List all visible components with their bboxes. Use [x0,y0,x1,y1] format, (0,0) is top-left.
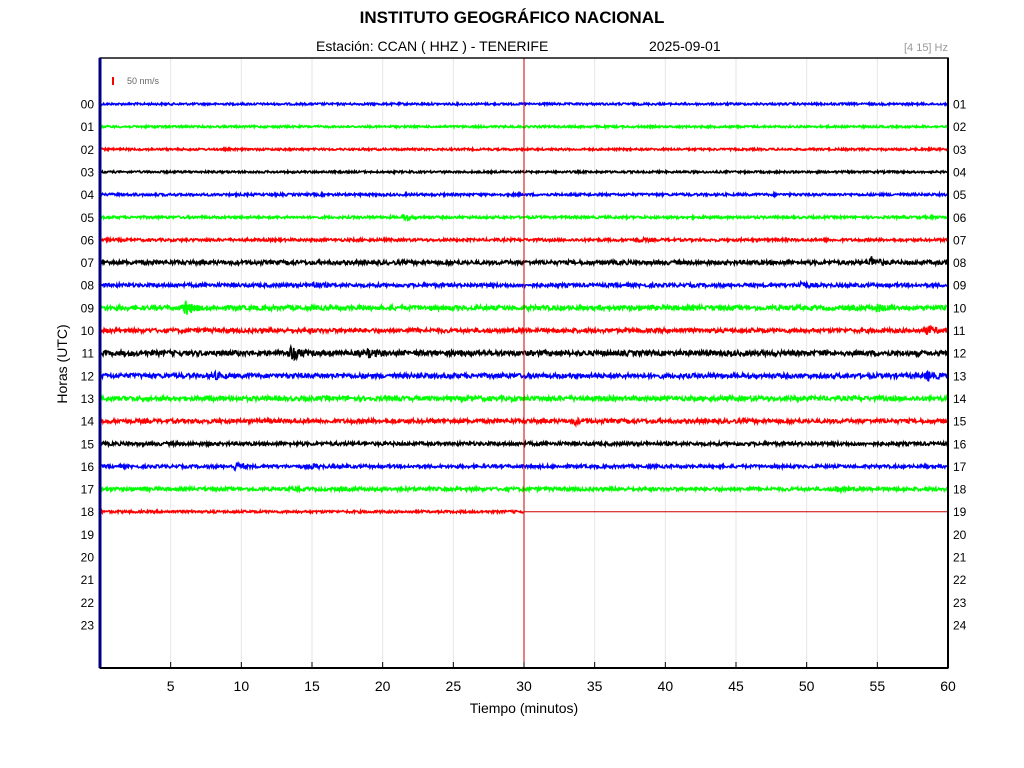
left-hour-label: 23 [81,618,95,632]
right-hour-label: 11 [953,324,966,338]
right-hour-label: 03 [953,143,967,157]
left-hour-label: 18 [81,505,95,519]
left-hour-label: 13 [81,392,95,406]
right-hour-label: 21 [953,551,967,565]
x-tick-label: 40 [658,678,674,694]
x-tick-label: 55 [870,678,886,694]
x-tick-label: 15 [304,678,320,694]
station-label: Estación: CCAN ( HHZ ) - TENERIFE [316,38,549,54]
right-hour-label: 05 [953,188,967,202]
right-hour-label: 22 [953,573,967,587]
left-hour-label: 01 [81,120,95,134]
right-hour-label: 02 [953,120,967,134]
x-tick-label: 5 [167,678,175,694]
right-hour-label: 12 [953,347,967,361]
right-hour-label: 08 [953,256,967,270]
left-hour-label: 11 [82,347,95,361]
left-hour-label: 03 [81,165,95,179]
x-tick-label: 10 [234,678,250,694]
x-tick-label: 45 [728,678,744,694]
right-hour-label: 13 [953,369,967,383]
amplitude-scale-label: 50 nm/s [127,76,160,86]
left-hour-label: 15 [81,437,95,451]
left-hour-label: 20 [81,551,95,565]
right-hour-label: 16 [953,437,967,451]
right-hour-label: 24 [953,618,967,632]
right-hour-label: 01 [953,98,967,112]
x-tick-label: 30 [516,678,532,694]
right-hour-label: 17 [953,460,967,474]
x-tick-label: 50 [799,678,815,694]
x-tick-label: 25 [446,678,462,694]
right-hour-label: 14 [953,392,967,406]
right-hour-label: 06 [953,211,967,225]
left-hour-label: 12 [81,369,95,383]
left-hour-label: 05 [81,211,95,225]
left-hour-label: 14 [81,415,95,429]
left-hour-label: 16 [81,460,95,474]
x-axis-label: Tiempo (minutos) [469,700,579,716]
x-tick-label: 20 [375,678,391,694]
left-hour-label: 17 [81,483,95,497]
left-hour-label: 04 [81,188,95,202]
right-hour-label: 07 [953,233,967,247]
seismic-trace-hour-18 [99,507,525,516]
x-tick-label: 60 [940,678,956,694]
right-hour-label: 20 [953,528,967,542]
right-hour-label: 15 [953,415,967,429]
right-hour-label: 18 [953,483,967,497]
right-hour-label: 04 [953,165,967,179]
right-hour-label: 09 [953,279,967,293]
left-hour-label: 00 [81,98,95,112]
left-hour-label: 08 [81,279,95,293]
left-hour-label: 09 [81,301,95,315]
left-hour-label: 06 [81,233,95,247]
right-hour-label: 19 [953,505,967,519]
filter-band-label: [4 15] Hz [903,42,948,54]
left-hour-label: 22 [81,596,95,610]
left-hour-label: 19 [81,528,95,542]
page-title: INSTITUTO GEOGRÁFICO NACIONAL [359,8,665,27]
left-hour-label: 02 [81,143,95,157]
x-tick-label: 35 [587,678,603,694]
left-hour-label: 21 [81,573,95,587]
right-hour-label: 10 [953,301,967,315]
left-hour-label: 07 [81,256,95,270]
right-hour-label: 23 [953,596,967,610]
left-hour-label: 10 [81,324,95,338]
date-label: 2025-09-01 [649,38,721,54]
